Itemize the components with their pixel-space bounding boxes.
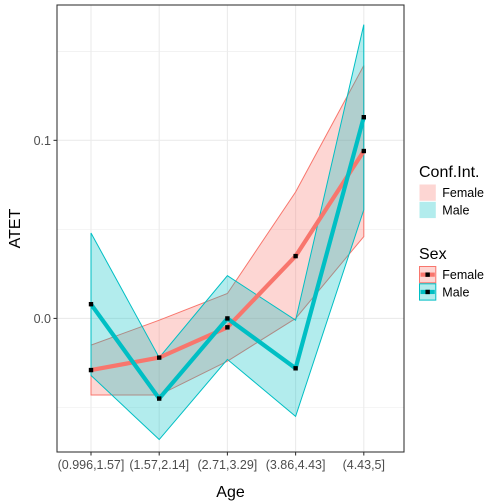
legend-key-point-female: [425, 272, 430, 277]
legend-key-ci-male: [419, 201, 436, 219]
data-point-male: [88, 301, 94, 307]
x-axis-title: Age: [216, 484, 245, 501]
y-axis-title: ATET: [7, 208, 24, 248]
legend-label: Male: [442, 285, 469, 299]
legend-label: Female: [442, 268, 484, 282]
legend-title: Sex: [419, 246, 447, 263]
legend-key-ci-female: [419, 184, 436, 201]
data-point-male: [225, 316, 230, 321]
y-axis: 0.0 0.1: [34, 134, 57, 326]
data-point-male: [293, 366, 298, 371]
legend-label: Male: [442, 203, 469, 217]
x-tick-label: (0.996,1.57]: [58, 458, 125, 472]
data-point-male: [361, 114, 366, 120]
x-axis: (0.996,1.57] (1.57,2.14] (2.71,3.29] (3.86,…: [58, 452, 385, 472]
x-tick-label: (2.71,3.29]: [198, 458, 258, 472]
data-point-female: [88, 367, 94, 373]
data-point-female: [225, 325, 230, 330]
x-tick-label: (4.43,5]: [343, 458, 385, 472]
x-tick-label: (1.57,2.14]: [129, 458, 189, 472]
panel-background: [57, 5, 404, 452]
ci-band-male: [90, 24, 365, 441]
legend-key-point-male: [425, 289, 430, 295]
data-point-female: [157, 355, 162, 360]
ci-bands: [90, 24, 365, 441]
legend-title: Conf.Int.: [419, 164, 479, 181]
data-point-female: [293, 253, 298, 259]
y-tick-label: 0.0: [34, 312, 51, 326]
legend: Conf.Int. Female Male Sex Female Male: [419, 164, 484, 301]
y-tick-label: 0.1: [34, 134, 51, 148]
data-point-female: [361, 148, 366, 154]
legend-label: Female: [442, 186, 484, 200]
plot-panel: [57, 5, 404, 452]
data-point-male: [157, 396, 162, 401]
data-points: [88, 114, 366, 401]
x-tick-label: (3.86,4.43]: [266, 458, 326, 472]
panel-border: [56, 4, 405, 453]
panel-border-rect: [56, 4, 405, 453]
